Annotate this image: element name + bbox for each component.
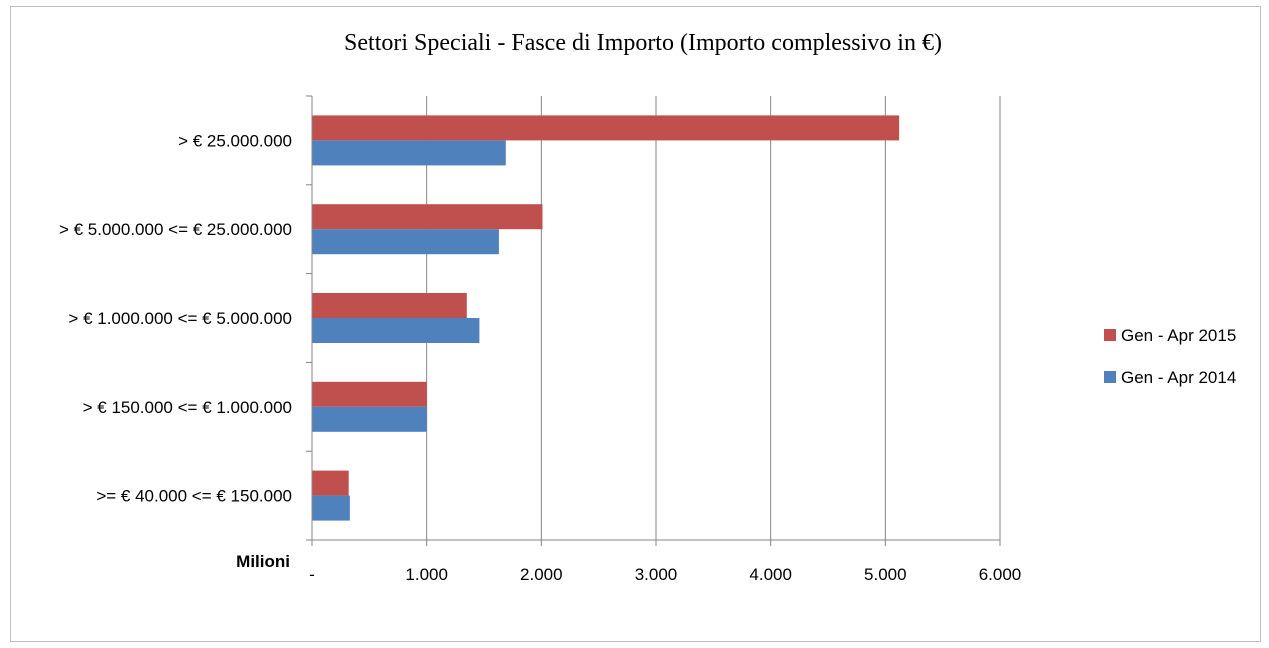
x-tick-label: 1.000 xyxy=(405,565,448,584)
bar-series-1 xyxy=(312,115,900,141)
x-tick-label: 2.000 xyxy=(520,565,563,584)
category-label: > € 150.000 <= € 1.000.000 xyxy=(83,398,292,417)
bar-series-2 xyxy=(312,140,506,166)
bar-series-2 xyxy=(312,406,427,432)
x-tick-label: 3.000 xyxy=(635,565,678,584)
category-label: > € 1.000.000 <= € 5.000.000 xyxy=(68,309,292,328)
gridlines xyxy=(426,96,1001,540)
chart-frame xyxy=(10,6,1261,642)
legend-label: Gen - Apr 2015 xyxy=(1121,326,1236,345)
category-label: > € 25.000.000 xyxy=(178,131,292,150)
chart-title: Settori Speciali - Fasce di Importo (Imp… xyxy=(344,30,942,56)
legend: Gen - Apr 2015 Gen - Apr 2014 xyxy=(1104,326,1236,387)
legend-label: Gen - Apr 2014 xyxy=(1121,368,1236,387)
x-tick-label: - xyxy=(309,565,315,584)
legend-swatch xyxy=(1104,371,1116,383)
bar-series-1 xyxy=(312,204,543,230)
bar-series-1 xyxy=(312,470,349,496)
axes xyxy=(306,95,1001,546)
legend-swatch xyxy=(1104,329,1116,341)
bar-series-2 xyxy=(312,495,350,521)
category-label: >= € 40.000 <= € 150.000 xyxy=(96,487,292,506)
category-label: > € 5.000.000 <= € 25.000.000 xyxy=(59,220,292,239)
bar-series-2 xyxy=(312,229,499,255)
x-tick-label: 6.000 xyxy=(979,565,1022,584)
bar-series-1 xyxy=(312,381,427,407)
bar-series-1 xyxy=(312,293,467,318)
bar-series-2 xyxy=(312,318,480,343)
labels: > € 25.000.000 > € 5.000.000 <= € 25.000.… xyxy=(59,131,1021,584)
bars xyxy=(312,115,900,521)
x-tick-label: 5.000 xyxy=(864,565,907,584)
x-tick-label: 4.000 xyxy=(749,565,792,584)
unit-label: Milioni xyxy=(236,552,290,571)
